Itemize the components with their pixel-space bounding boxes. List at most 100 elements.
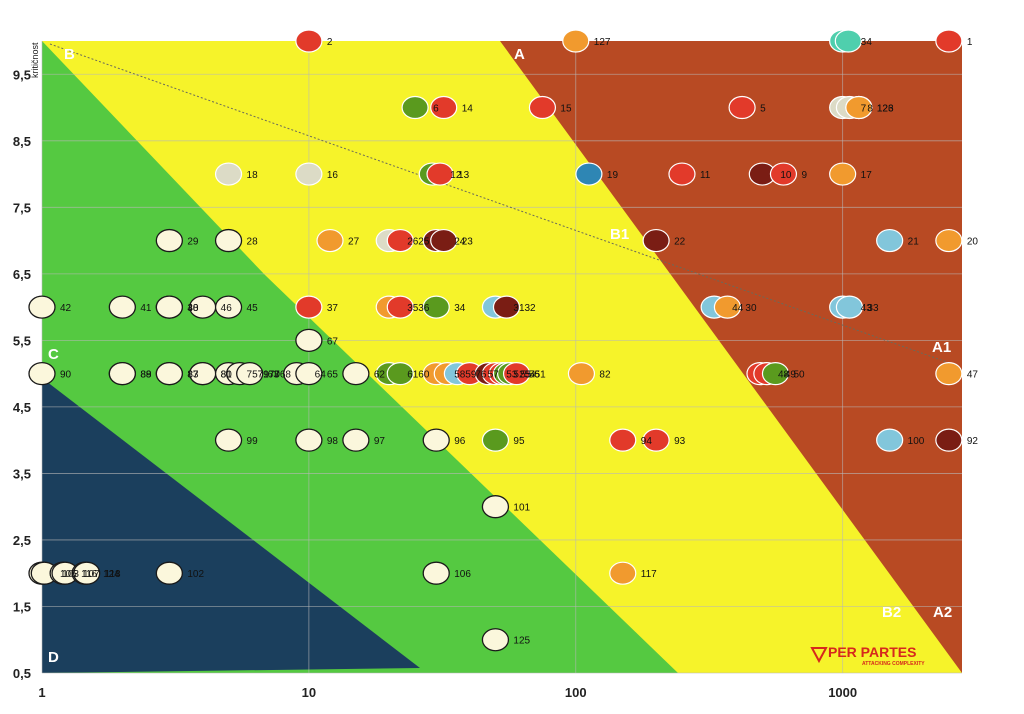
data-point-label: 53 (506, 370, 518, 381)
data-point-label: 11 (700, 170, 711, 181)
y-tick-label: 4,5 (13, 400, 31, 415)
y-tick-label: 5,5 (13, 333, 31, 348)
data-point (481, 495, 510, 519)
data-point (236, 361, 264, 386)
data-point-label: 65 (327, 370, 339, 381)
data-point (386, 295, 414, 319)
data-point-label: 41 (140, 303, 152, 314)
data-point-label: 37 (327, 303, 339, 314)
zones-layer (42, 41, 962, 673)
data-point-label: 27 (348, 237, 360, 248)
data-point-label: 107 (83, 569, 100, 580)
x-axis-ticks: 1 10 100 1000 (38, 685, 857, 700)
data-point (108, 361, 136, 386)
data-point (845, 95, 873, 120)
b1-boundary-line (49, 43, 959, 367)
data-point-label: 52 (513, 370, 525, 381)
x-tick-label: 100 (565, 685, 587, 700)
data-point-label: 23 (462, 237, 474, 248)
y-axis-label: kritičnost (30, 42, 40, 78)
data-point (155, 228, 183, 253)
data-point-label: 6 (433, 104, 439, 115)
data-point (935, 29, 963, 53)
data-point (295, 29, 323, 53)
y-tick-label: 8,5 (13, 134, 31, 149)
data-point-label: 76 (475, 370, 487, 381)
data-point-label: 55 (520, 370, 532, 381)
data-point (642, 228, 670, 253)
data-point (575, 162, 603, 186)
data-point (155, 295, 183, 319)
per-partes-logo: PER PARTES ATTACKING COMPLEXITY (810, 644, 925, 667)
data-point-label: 8 (867, 104, 873, 115)
data-point-label: 97 (374, 436, 386, 447)
data-point (295, 162, 323, 186)
data-point-label: 42 (60, 303, 72, 314)
data-point-label: 15 (560, 104, 572, 115)
data-point-label: 7 (861, 104, 867, 115)
data-point (214, 295, 243, 319)
y-tick-label: 1,5 (13, 599, 31, 614)
data-point-label: 96 (454, 436, 466, 447)
zone-label-c: C (48, 346, 59, 363)
data-point-label: 29 (187, 237, 199, 248)
data-point-label: 61 (407, 370, 419, 381)
data-point-label: 13 (458, 170, 470, 181)
data-point-label: 25 (418, 237, 430, 248)
data-point (935, 428, 963, 452)
data-point-label: 64 (315, 370, 327, 381)
data-point (401, 95, 429, 120)
data-point (728, 95, 756, 120)
data-point-label: 32 (524, 303, 536, 314)
data-point (386, 362, 414, 386)
data-point-label: 10 (780, 170, 792, 181)
logo-name: PER PARTES (828, 644, 916, 660)
logo-triangle-icon (810, 647, 828, 664)
data-point (214, 162, 243, 186)
data-point-label: 47 (967, 370, 979, 381)
zone-label-d: D (48, 649, 59, 666)
data-point-label: 36 (418, 303, 430, 314)
data-point (567, 362, 596, 386)
data-point (935, 362, 963, 386)
data-point-label: 34 (454, 303, 466, 314)
data-point (834, 29, 862, 53)
data-point-label: 33 (867, 303, 879, 314)
data-point-label: 116 (81, 569, 97, 580)
data-point-label: 105 (60, 569, 77, 580)
data-point-label: 14 (462, 104, 474, 115)
zone-label-a: A (514, 46, 525, 63)
y-tick-label: 9,5 (13, 67, 31, 82)
data-point-label: 757970 (247, 370, 281, 381)
x-tick-label: 10 (302, 685, 316, 700)
data-point-label: 100 (908, 436, 925, 447)
data-point-label: 87 (187, 370, 199, 381)
data-point (769, 162, 798, 186)
data-point-label: 19 (607, 170, 619, 181)
data-point-label: 98 (327, 436, 339, 447)
data-point (28, 295, 56, 319)
data-point-label: 28 (247, 237, 259, 248)
data-point-label: 58 (454, 370, 466, 381)
data-point-label: 59 (465, 370, 477, 381)
y-tick-label: 3,5 (13, 466, 31, 481)
data-point-label: 9 (801, 170, 807, 181)
data-point-label: 88 (140, 370, 152, 381)
data-point (481, 428, 510, 452)
data-point (73, 561, 101, 585)
data-point-label: 56 (529, 370, 541, 381)
data-point (761, 362, 790, 386)
data-point-label: 45 (247, 303, 259, 314)
data-point-label: 94 (641, 436, 653, 447)
data-point-label: 49 (785, 370, 797, 381)
zone-label-b: B (64, 46, 75, 63)
data-point-label: 48 (778, 370, 790, 381)
data-point-label: 12 (450, 170, 462, 181)
data-point (295, 295, 323, 319)
data-point (295, 361, 323, 386)
data-point (342, 428, 370, 452)
data-point (295, 328, 323, 353)
data-point (422, 428, 450, 452)
data-point (492, 295, 521, 319)
